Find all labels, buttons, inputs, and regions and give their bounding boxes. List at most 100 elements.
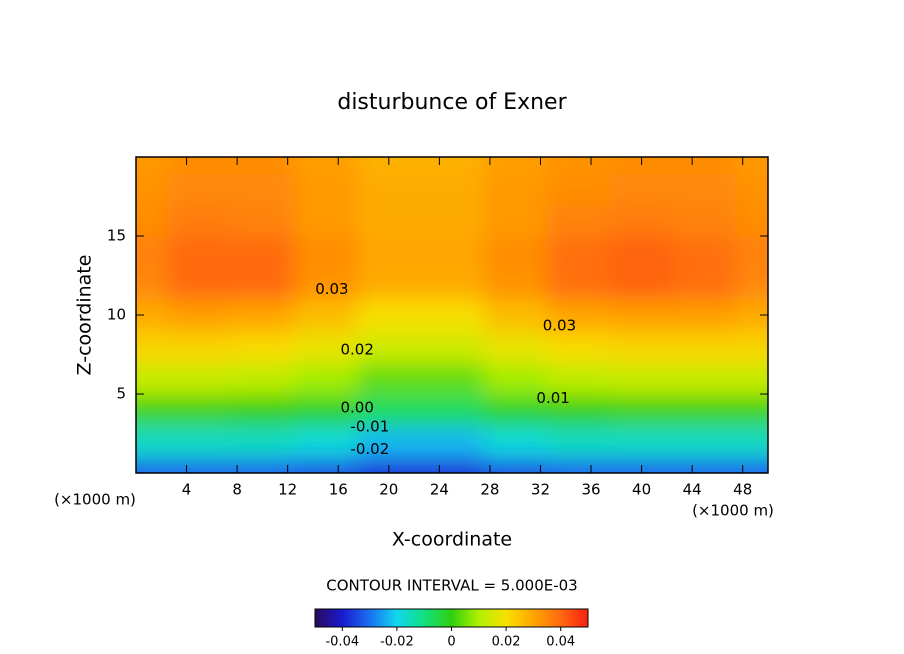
field-cell [610, 236, 675, 269]
field-cell [736, 425, 768, 459]
field-cell [420, 172, 485, 206]
field-cell [420, 267, 485, 301]
field-cell [420, 157, 485, 174]
field-cell [294, 204, 359, 237]
field-cell [136, 457, 169, 473]
field-cell [483, 204, 548, 237]
field-cell [483, 157, 548, 174]
field-cell [294, 425, 359, 459]
field-cell [420, 457, 485, 473]
field-cell [167, 425, 232, 459]
field-cell [483, 362, 548, 395]
field-cell [357, 172, 422, 206]
field-cell [673, 299, 738, 332]
field-cell [230, 362, 295, 395]
field-cell [357, 236, 422, 269]
field-cell [420, 425, 485, 459]
field-cell [294, 299, 359, 332]
field-cell [167, 204, 232, 237]
field-cell [136, 267, 169, 301]
colorbar-tick-label: -0.02 [380, 635, 414, 650]
field-cell [230, 457, 295, 473]
field-cell [610, 362, 675, 395]
field-cell [673, 157, 738, 174]
field-cell [673, 236, 738, 269]
x-tick-label: 4 [182, 481, 192, 499]
field-cell [294, 267, 359, 301]
x-unit: (×1000 m) [54, 491, 136, 509]
contour-label: 0.03 [543, 317, 576, 335]
field-cell [230, 267, 295, 301]
field-cell [136, 394, 169, 427]
colorbar-tick-label: 0 [447, 635, 455, 650]
field-cell [736, 362, 768, 395]
field-cell [610, 172, 675, 206]
field-cell [136, 236, 169, 269]
field-cell [294, 330, 359, 364]
field-cell [136, 330, 169, 364]
field-cell [420, 204, 485, 237]
field-cell [546, 204, 611, 237]
field-cell [136, 204, 169, 237]
field-cell [230, 204, 295, 237]
field-cell [546, 394, 611, 427]
overlay: 0.03 0.03 0.02 0.01 0.00-0.01 -0.02 [315, 280, 576, 458]
field-cell [420, 394, 485, 427]
field-cell [167, 267, 232, 301]
field-cell [294, 172, 359, 206]
field-cell [136, 362, 169, 395]
field-cell [136, 425, 169, 459]
field-cell [357, 299, 422, 332]
field-cell [736, 204, 768, 237]
field-cell [136, 172, 169, 206]
x-tick-label: 12 [278, 481, 297, 499]
x-tick-label: 20 [379, 481, 398, 499]
field-area [136, 157, 768, 473]
chart-title: disturbunce of Exner [337, 90, 567, 115]
field [136, 157, 768, 473]
field-cell [357, 457, 422, 473]
field-cell [736, 299, 768, 332]
field-cell [483, 457, 548, 473]
field-cell [736, 394, 768, 427]
field-cell [673, 457, 738, 473]
y-tick-label: 10 [107, 306, 126, 324]
field-cell [420, 362, 485, 395]
field-cell [357, 394, 422, 427]
field-cell [736, 330, 768, 364]
field-cell [673, 330, 738, 364]
x-tick-label: 8 [232, 481, 242, 499]
field-cell [483, 236, 548, 269]
field-cell [357, 267, 422, 301]
x-tick-label: 28 [480, 481, 499, 499]
field-cell [736, 172, 768, 206]
field-cell [294, 394, 359, 427]
field-cell [546, 172, 611, 206]
field-cell [136, 157, 169, 174]
field-cell [294, 236, 359, 269]
field-cell [294, 362, 359, 395]
field-cell [167, 299, 232, 332]
field-cell [230, 157, 295, 174]
x-tick-label: 40 [632, 481, 651, 499]
x-tick-label: 24 [430, 481, 449, 499]
field-cell [736, 267, 768, 301]
field-cell [673, 394, 738, 427]
y-tick-label: 15 [107, 227, 126, 245]
contour-label: -0.02 [350, 440, 389, 458]
field-cell [736, 236, 768, 269]
field-cell [546, 157, 611, 174]
field-cell [167, 394, 232, 427]
field-cell [167, 330, 232, 364]
field-cell [546, 236, 611, 269]
x-tick-label: 16 [329, 481, 348, 499]
x-tick-label: 44 [683, 481, 702, 499]
field-cell [610, 267, 675, 301]
contour-label: 0.03 [315, 280, 348, 298]
field-cell [546, 457, 611, 473]
field-cell [610, 157, 675, 174]
field-cell [546, 267, 611, 301]
field-cell [483, 267, 548, 301]
contour-interval: CONTOUR INTERVAL = 5.000E-03 [326, 577, 577, 595]
